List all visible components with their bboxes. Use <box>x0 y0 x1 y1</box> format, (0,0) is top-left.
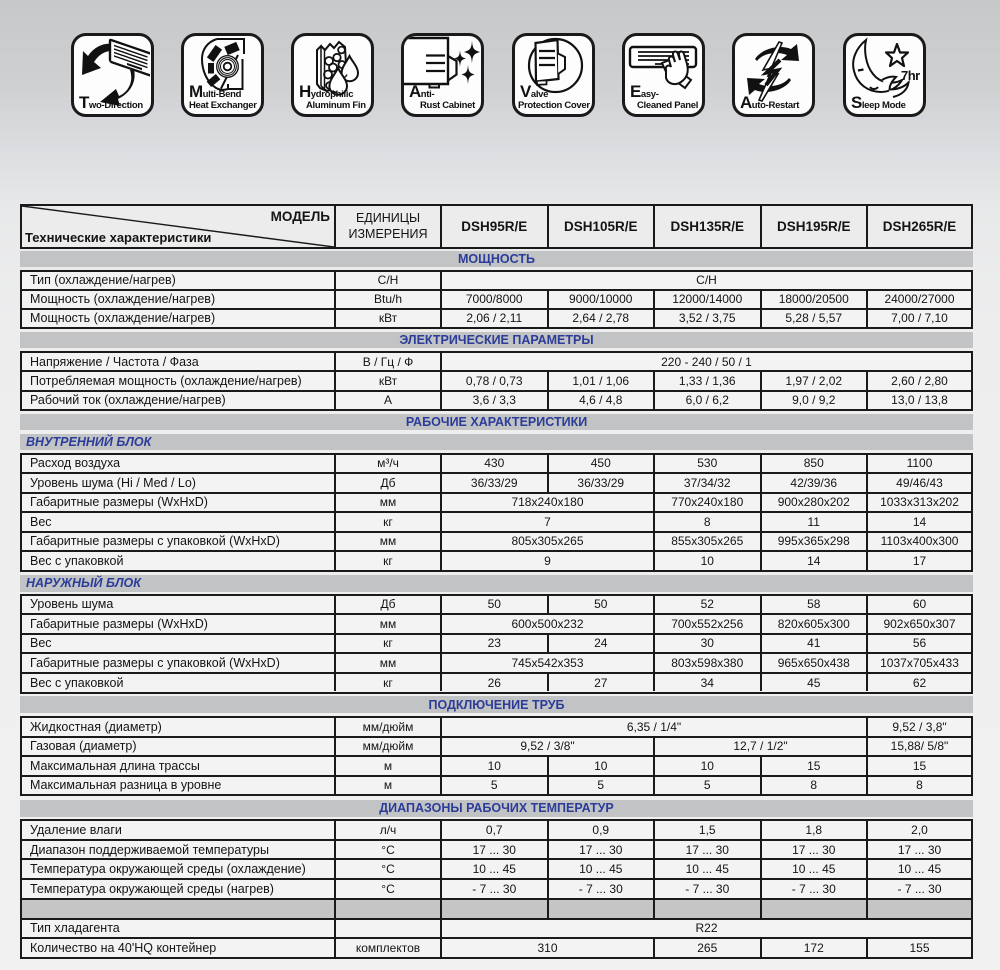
svg-text:7hr: 7hr <box>901 68 920 83</box>
